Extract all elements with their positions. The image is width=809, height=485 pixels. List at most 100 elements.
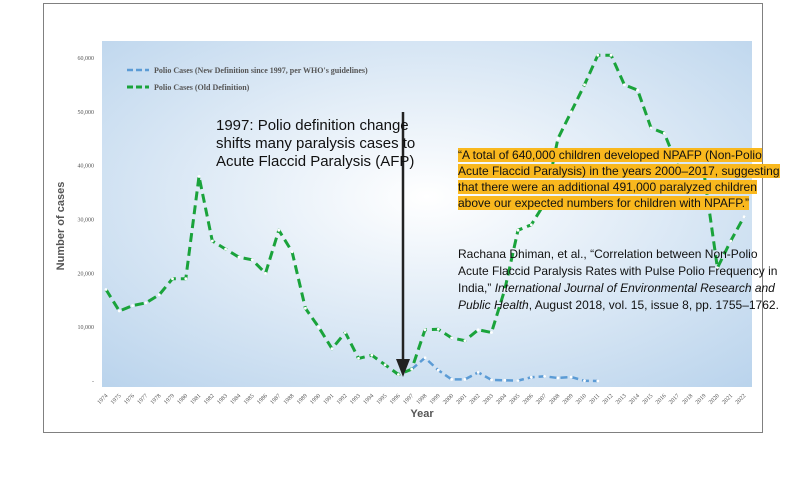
x-tick-label: 1991 — [323, 393, 336, 406]
x-tick-label: 1982 — [203, 393, 216, 406]
data-point — [277, 228, 281, 232]
x-tick-label: 2016 — [655, 393, 668, 406]
x-tick-label: 1986 — [256, 393, 269, 406]
y-tick-label: 30,000 — [78, 217, 95, 223]
x-tick-label: 2004 — [495, 393, 508, 406]
x-axis-ticks: 1974 1975 1976 1977 1978 1979 1980 1981 1982 1983… — [97, 393, 748, 406]
data-point — [410, 367, 414, 371]
x-tick-label: 1985 — [243, 393, 256, 406]
x-tick-label: 1984 — [230, 393, 243, 406]
data-point — [290, 250, 294, 254]
data-point — [529, 223, 533, 227]
quote-text: “A total of 640,000 children developed N… — [458, 148, 780, 210]
x-tick-label: 2018 — [682, 393, 695, 406]
x-tick-label: 1998 — [416, 393, 429, 406]
x-tick-label: 1988 — [283, 393, 296, 406]
x-tick-label: 2020 — [708, 393, 721, 406]
data-point — [476, 328, 480, 332]
x-tick-label: 2022 — [735, 393, 748, 406]
annotation-1997: 1997: Polio definition change shifts man… — [216, 117, 416, 170]
x-tick-label: 2007 — [535, 393, 548, 406]
data-point — [383, 363, 387, 367]
x-tick-label: 2021 — [721, 393, 734, 406]
x-tick-label: 1974 — [97, 393, 110, 406]
x-tick-label: 1987 — [269, 393, 282, 406]
x-tick-label: 2008 — [549, 393, 562, 406]
y-axis-ticks: - 10,000 20,000 30,000 40,000 50,000 60,000 — [78, 56, 95, 385]
data-point — [436, 368, 440, 372]
data-point — [742, 215, 746, 219]
x-tick-label: 2000 — [442, 393, 455, 406]
data-point — [609, 53, 613, 57]
x-tick-label: 2013 — [615, 393, 628, 406]
x-tick-label: 2001 — [456, 393, 469, 406]
data-point — [476, 371, 480, 374]
x-tick-label: 1980 — [176, 393, 189, 406]
x-tick-label: 2002 — [469, 393, 482, 406]
x-tick-label: 1995 — [376, 393, 389, 406]
data-point — [450, 378, 453, 381]
x-tick-label: 2012 — [602, 393, 615, 406]
data-point — [397, 373, 400, 376]
x-tick-label: 1997 — [402, 393, 415, 406]
y-axis-title: Number of cases — [55, 182, 67, 271]
x-tick-label: 1978 — [150, 393, 163, 406]
x-tick-label: 1981 — [190, 393, 203, 406]
y-tick-label: 60,000 — [78, 56, 95, 62]
citation-main: Rachana Dhiman, et al., “Correlation bet… — [458, 247, 778, 295]
y-tick-label: - — [92, 379, 94, 385]
data-point — [423, 356, 427, 360]
data-point — [423, 328, 427, 332]
data-point — [636, 88, 640, 92]
data-point — [503, 378, 507, 382]
data-point — [304, 306, 307, 310]
legend-label: Polio Cases (New Definition since 1997, … — [154, 66, 368, 75]
data-point — [436, 327, 440, 331]
data-point — [117, 309, 121, 313]
data-point — [131, 304, 134, 307]
x-tick-label: 1977 — [137, 393, 150, 406]
polio-chart: - 10,000 20,000 30,000 40,000 50,000 60,000 19… — [55, 41, 752, 420]
quote-highlight: “A total of 640,000 children developed N… — [458, 147, 784, 211]
legend: Polio Cases (New Definition since 1997, … — [127, 66, 368, 92]
data-point — [490, 331, 493, 334]
x-tick-label: 2014 — [628, 393, 641, 406]
data-point — [264, 271, 267, 275]
x-tick-label: 1979 — [163, 393, 176, 406]
data-point — [144, 301, 148, 305]
x-tick-label: 2017 — [668, 393, 681, 406]
data-point — [104, 288, 108, 291]
data-point — [450, 336, 453, 340]
x-tick-label: 1994 — [363, 393, 376, 406]
x-tick-label: 1996 — [389, 393, 402, 406]
data-point — [529, 375, 533, 379]
series-new-definition-line — [410, 356, 598, 383]
citation: Rachana Dhiman, et al., “Correlation bet… — [458, 246, 784, 314]
data-point — [623, 83, 626, 87]
data-point — [463, 339, 467, 342]
x-tick-label: 1976 — [123, 393, 136, 406]
data-point — [716, 266, 719, 270]
x-tick-label: 2010 — [575, 393, 588, 406]
data-point — [516, 228, 520, 232]
x-tick-label: 1999 — [429, 393, 442, 406]
y-tick-label: 20,000 — [78, 271, 95, 277]
x-tick-label: 2015 — [642, 393, 655, 406]
data-point — [729, 239, 733, 243]
data-point — [317, 325, 321, 329]
data-point — [569, 110, 573, 114]
legend-label: Polio Cases (Old Definition) — [154, 83, 250, 92]
x-tick-label: 2009 — [562, 393, 575, 406]
data-point — [503, 288, 507, 291]
chart-frame: - 10,000 20,000 30,000 40,000 50,000 60,000 19… — [43, 3, 780, 433]
data-point — [184, 277, 188, 281]
data-point — [171, 277, 174, 281]
data-point — [237, 255, 241, 259]
data-point — [210, 239, 214, 243]
plot-area — [102, 41, 752, 387]
y-tick-label: 40,000 — [78, 164, 95, 170]
x-axis-title: Year — [410, 408, 434, 420]
data-point — [330, 347, 334, 351]
arrow-1997 — [396, 112, 410, 377]
x-tick-label: 1993 — [349, 393, 362, 406]
